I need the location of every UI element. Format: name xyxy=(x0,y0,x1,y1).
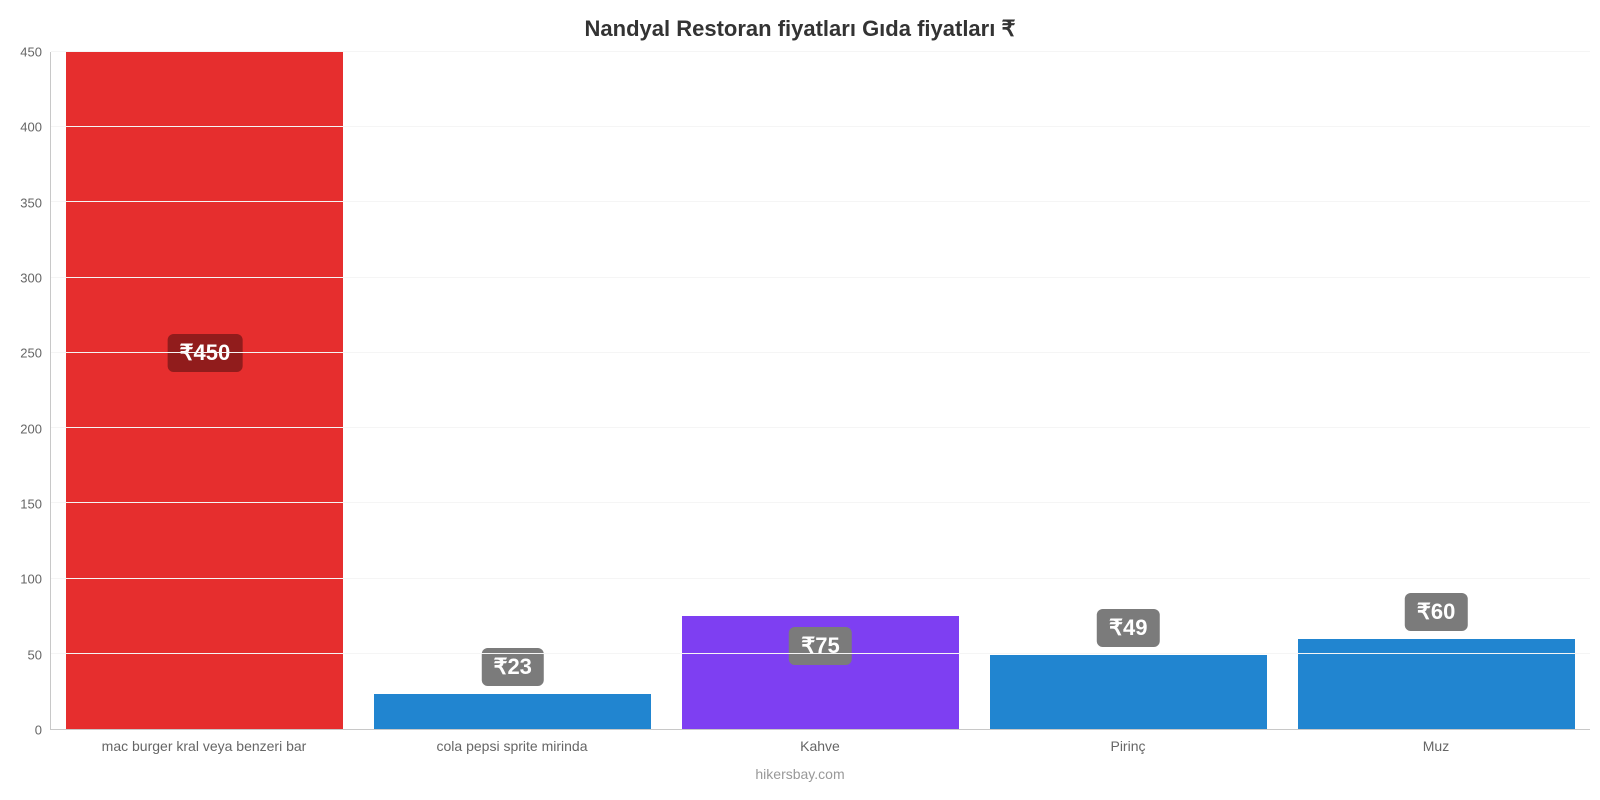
x-category-label: Kahve xyxy=(666,730,974,754)
y-tick-label: 350 xyxy=(20,195,42,210)
grid-line xyxy=(51,502,1590,503)
y-tick-label: 250 xyxy=(20,346,42,361)
grid-line xyxy=(51,653,1590,654)
plot-area: ₹450 ₹23 ₹75 ₹49 ₹60 xyxy=(50,52,1590,730)
bar: ₹450 xyxy=(66,52,343,729)
y-tick-label: 100 xyxy=(20,572,42,587)
y-tick-label: 450 xyxy=(20,45,42,60)
y-tick-label: 50 xyxy=(28,647,42,662)
bar: ₹23 xyxy=(374,694,651,729)
bar-value-label: ₹75 xyxy=(789,627,851,665)
chart-title: Nandyal Restoran fiyatları Gıda fiyatlar… xyxy=(0,0,1600,52)
y-tick-label: 150 xyxy=(20,497,42,512)
chart-container: Nandyal Restoran fiyatları Gıda fiyatlar… xyxy=(0,0,1600,800)
bar-slot: ₹23 xyxy=(359,52,667,729)
grid-line xyxy=(51,578,1590,579)
y-tick-label: 0 xyxy=(35,723,42,738)
bar-slot: ₹450 xyxy=(51,52,359,729)
bar-value-label: ₹23 xyxy=(481,648,543,686)
grid-line xyxy=(51,352,1590,353)
x-axis-spacer xyxy=(0,730,50,754)
chart-footer: hikersbay.com xyxy=(0,754,1600,800)
bar-value-label: ₹60 xyxy=(1405,593,1467,631)
grid-line xyxy=(51,201,1590,202)
plot-row: 050100150200250300350400450 ₹450₹23₹75₹4… xyxy=(0,52,1600,730)
grid-line xyxy=(51,126,1590,127)
grid-line xyxy=(51,277,1590,278)
y-tick-label: 400 xyxy=(20,120,42,135)
bar-slot: ₹75 xyxy=(667,52,975,729)
x-category-label: Pirinç xyxy=(974,730,1282,754)
x-labels: mac burger kral veya benzeri barcola pep… xyxy=(50,730,1590,754)
x-category-label: Muz xyxy=(1282,730,1590,754)
grid-line xyxy=(51,51,1590,52)
bars-container: ₹450 ₹23 ₹75 ₹49 ₹60 xyxy=(51,52,1590,729)
y-axis: 050100150200250300350400450 xyxy=(0,52,50,730)
bar-value-label: ₹49 xyxy=(1097,609,1159,647)
x-category-label: cola pepsi sprite mirinda xyxy=(358,730,666,754)
bar: ₹75 xyxy=(682,616,959,729)
x-category-label: mac burger kral veya benzeri bar xyxy=(50,730,358,754)
x-axis: mac burger kral veya benzeri barcola pep… xyxy=(0,730,1600,754)
y-tick-label: 200 xyxy=(20,421,42,436)
bar-value-label: ₹450 xyxy=(168,334,243,372)
grid-line xyxy=(51,427,1590,428)
y-tick-label: 300 xyxy=(20,271,42,286)
bar-slot: ₹49 xyxy=(974,52,1282,729)
bar: ₹49 xyxy=(990,655,1267,729)
bar-slot: ₹60 xyxy=(1282,52,1590,729)
